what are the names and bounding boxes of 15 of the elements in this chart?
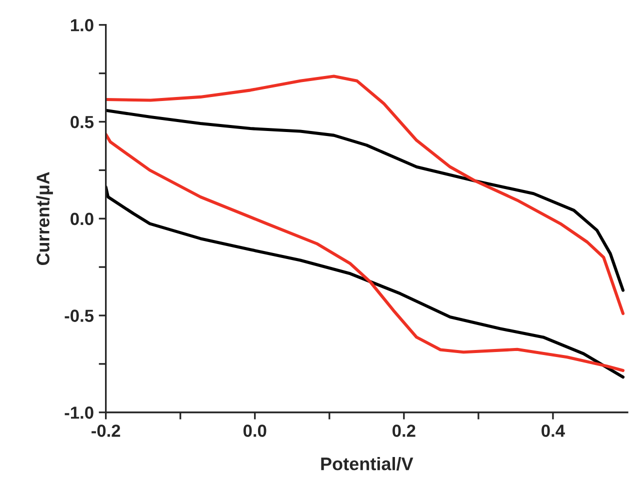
x-axis-title: Potential/V bbox=[321, 457, 414, 470]
x-tick-label: 0.0 bbox=[244, 424, 266, 437]
y-tick-label: 0.5 bbox=[70, 116, 94, 128]
y-tick-label: 1.0 bbox=[70, 19, 94, 32]
line-series bbox=[106, 108, 625, 292]
y-tick-label: -1.0 bbox=[64, 406, 94, 419]
line-series bbox=[106, 74, 625, 316]
x-tick-label: 0.4 bbox=[542, 424, 565, 437]
line-series bbox=[106, 132, 625, 372]
x-tick-label: 0.2 bbox=[392, 424, 416, 437]
y-tick-label: 0.0 bbox=[70, 212, 94, 226]
x-tick-label: -0.2 bbox=[92, 424, 120, 437]
y-tick-label: -0.5 bbox=[64, 310, 94, 322]
y-axis-title: Current/μA bbox=[36, 172, 53, 266]
line-series bbox=[106, 186, 625, 379]
